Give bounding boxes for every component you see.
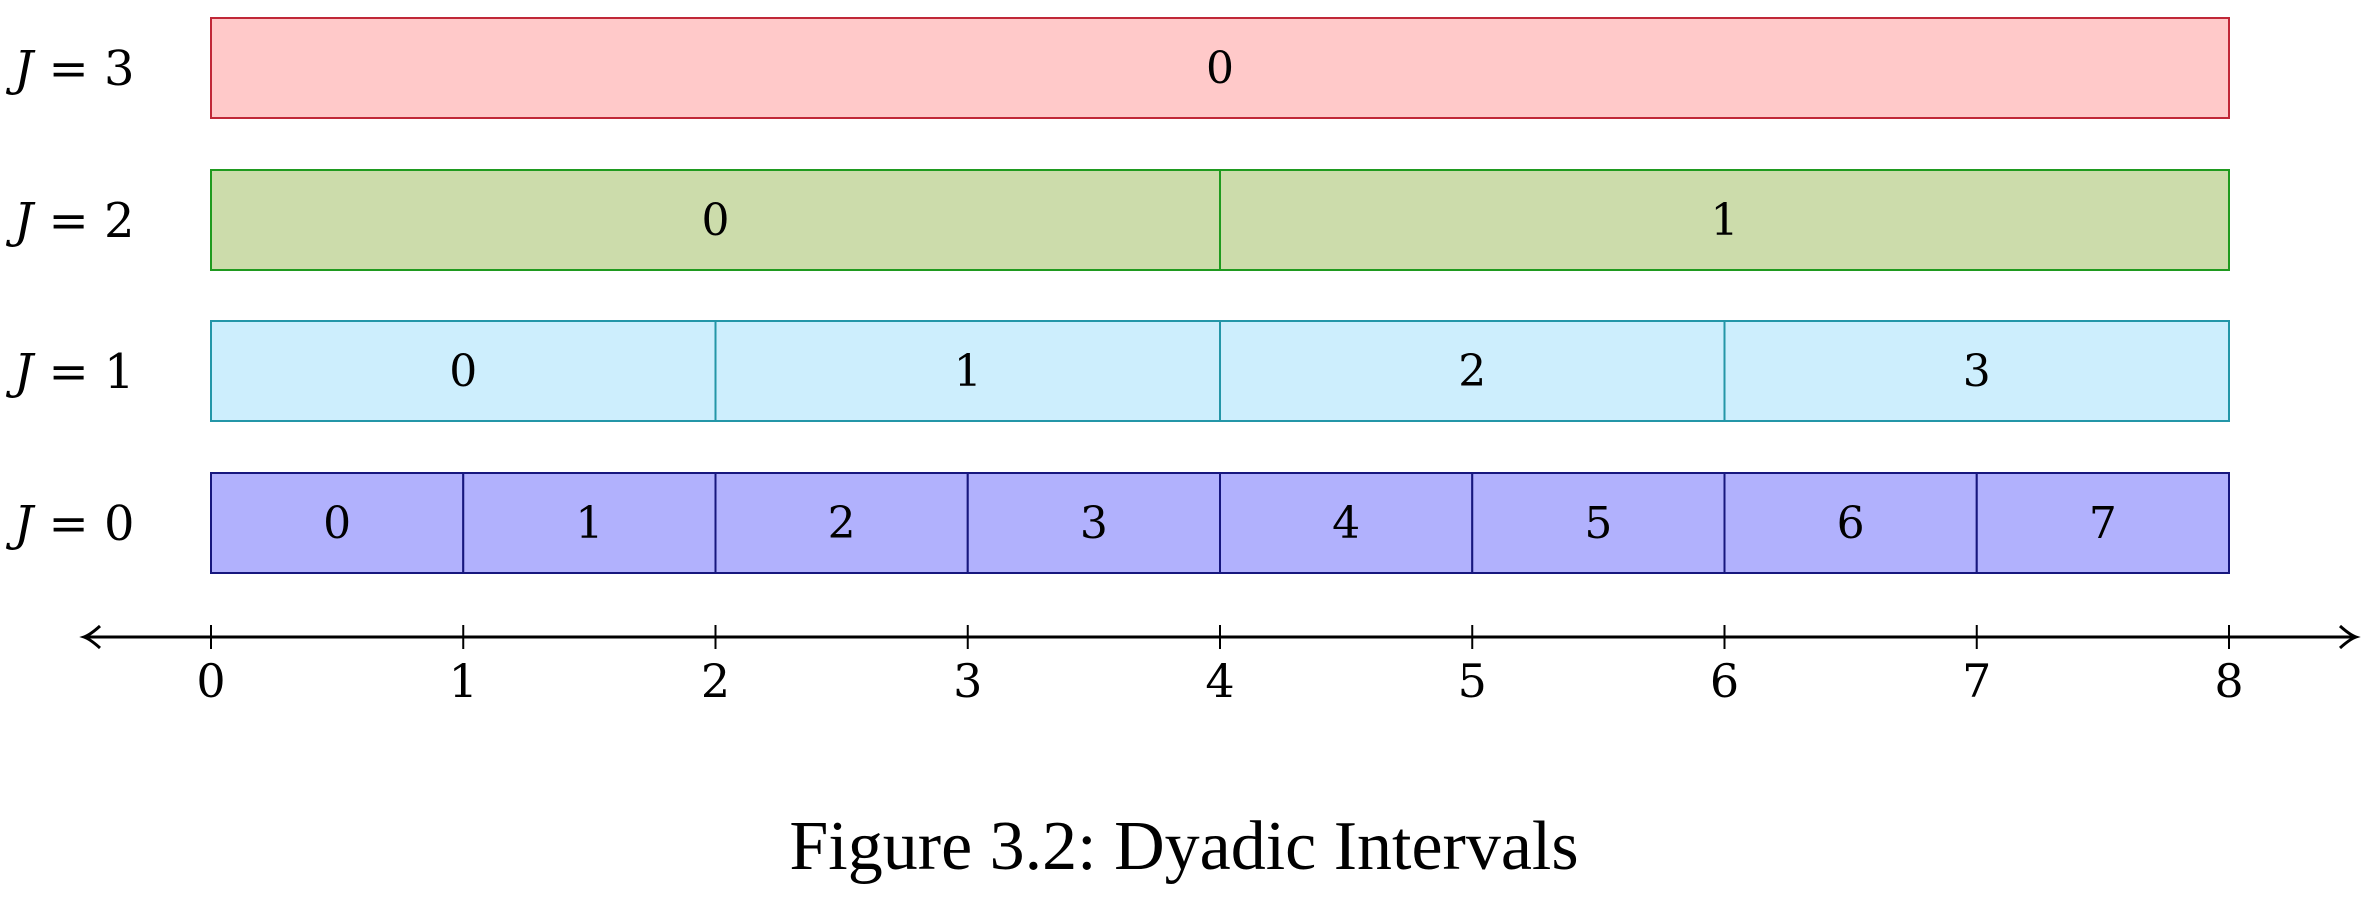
interval-box (1219, 320, 1726, 422)
figure-caption: Figure 3.2: Dyadic Intervals (789, 808, 1579, 885)
level-label: J = 0 (5, 496, 135, 552)
interval-index: 0 (323, 498, 351, 549)
interval-index: 3 (1080, 498, 1108, 549)
level-row: J = 3 0 (5, 17, 2230, 119)
interval-index: 4 (1332, 498, 1360, 549)
interval-index: 5 (1584, 498, 1612, 549)
axis-tick-label: 1 (449, 654, 478, 708)
level-label: J = 1 (5, 344, 135, 400)
interval-index: 2 (828, 498, 856, 549)
interval-box (1723, 320, 2230, 422)
axis-tick-label: 8 (2214, 654, 2243, 708)
interval-box (1219, 169, 2230, 271)
axis-tick-label: 3 (953, 654, 982, 708)
interval-box (210, 169, 1221, 271)
axis-tick-label: 2 (701, 654, 730, 708)
interval-box (210, 320, 717, 422)
interval-box (1219, 472, 1474, 574)
axis-tick-label: 0 (196, 654, 225, 708)
interval-box (714, 320, 1221, 422)
interval-index: 0 (449, 346, 477, 397)
interval-box (462, 472, 717, 574)
axis-tick-label: 7 (1962, 654, 1991, 708)
interval-index: 1 (575, 498, 603, 549)
interval-index: 0 (702, 195, 730, 246)
interval-index: 1 (1711, 195, 1739, 246)
level-label: J = 3 (5, 41, 135, 97)
interval-box (210, 17, 2230, 119)
interval-index: 2 (1458, 346, 1486, 397)
axis-tick-label: 5 (1458, 654, 1487, 708)
interval-levels: J = 3 0 J = 2 0 1 J = 1 0 1 2 3 J = 0 0 1 2 3 4 5 6 7 (5, 17, 2230, 574)
number-line: 0 1 2 3 4 5 6 7 8 (79, 624, 2361, 708)
axis-right-arrowhead (2338, 624, 2361, 650)
interval-index: 7 (2089, 498, 2117, 549)
interval-index: 3 (1963, 346, 1991, 397)
level-row: J = 1 0 1 2 3 (5, 320, 2230, 422)
interval-box (714, 472, 969, 574)
interval-box (1975, 472, 2230, 574)
interval-index: 6 (1837, 498, 1865, 549)
interval-index: 1 (954, 346, 982, 397)
interval-box (1471, 472, 1726, 574)
interval-box (1723, 472, 1978, 574)
interval-box (210, 472, 465, 574)
level-label: J = 2 (5, 193, 135, 249)
axis-tick-label: 4 (1205, 654, 1234, 708)
level-row: J = 0 0 1 2 3 4 5 6 7 (5, 472, 2230, 574)
axis-tick-label: 6 (1710, 654, 1739, 708)
axis-left-arrowhead (79, 624, 102, 650)
level-row: J = 2 0 1 (5, 169, 2230, 271)
interval-index: 0 (1206, 43, 1234, 94)
